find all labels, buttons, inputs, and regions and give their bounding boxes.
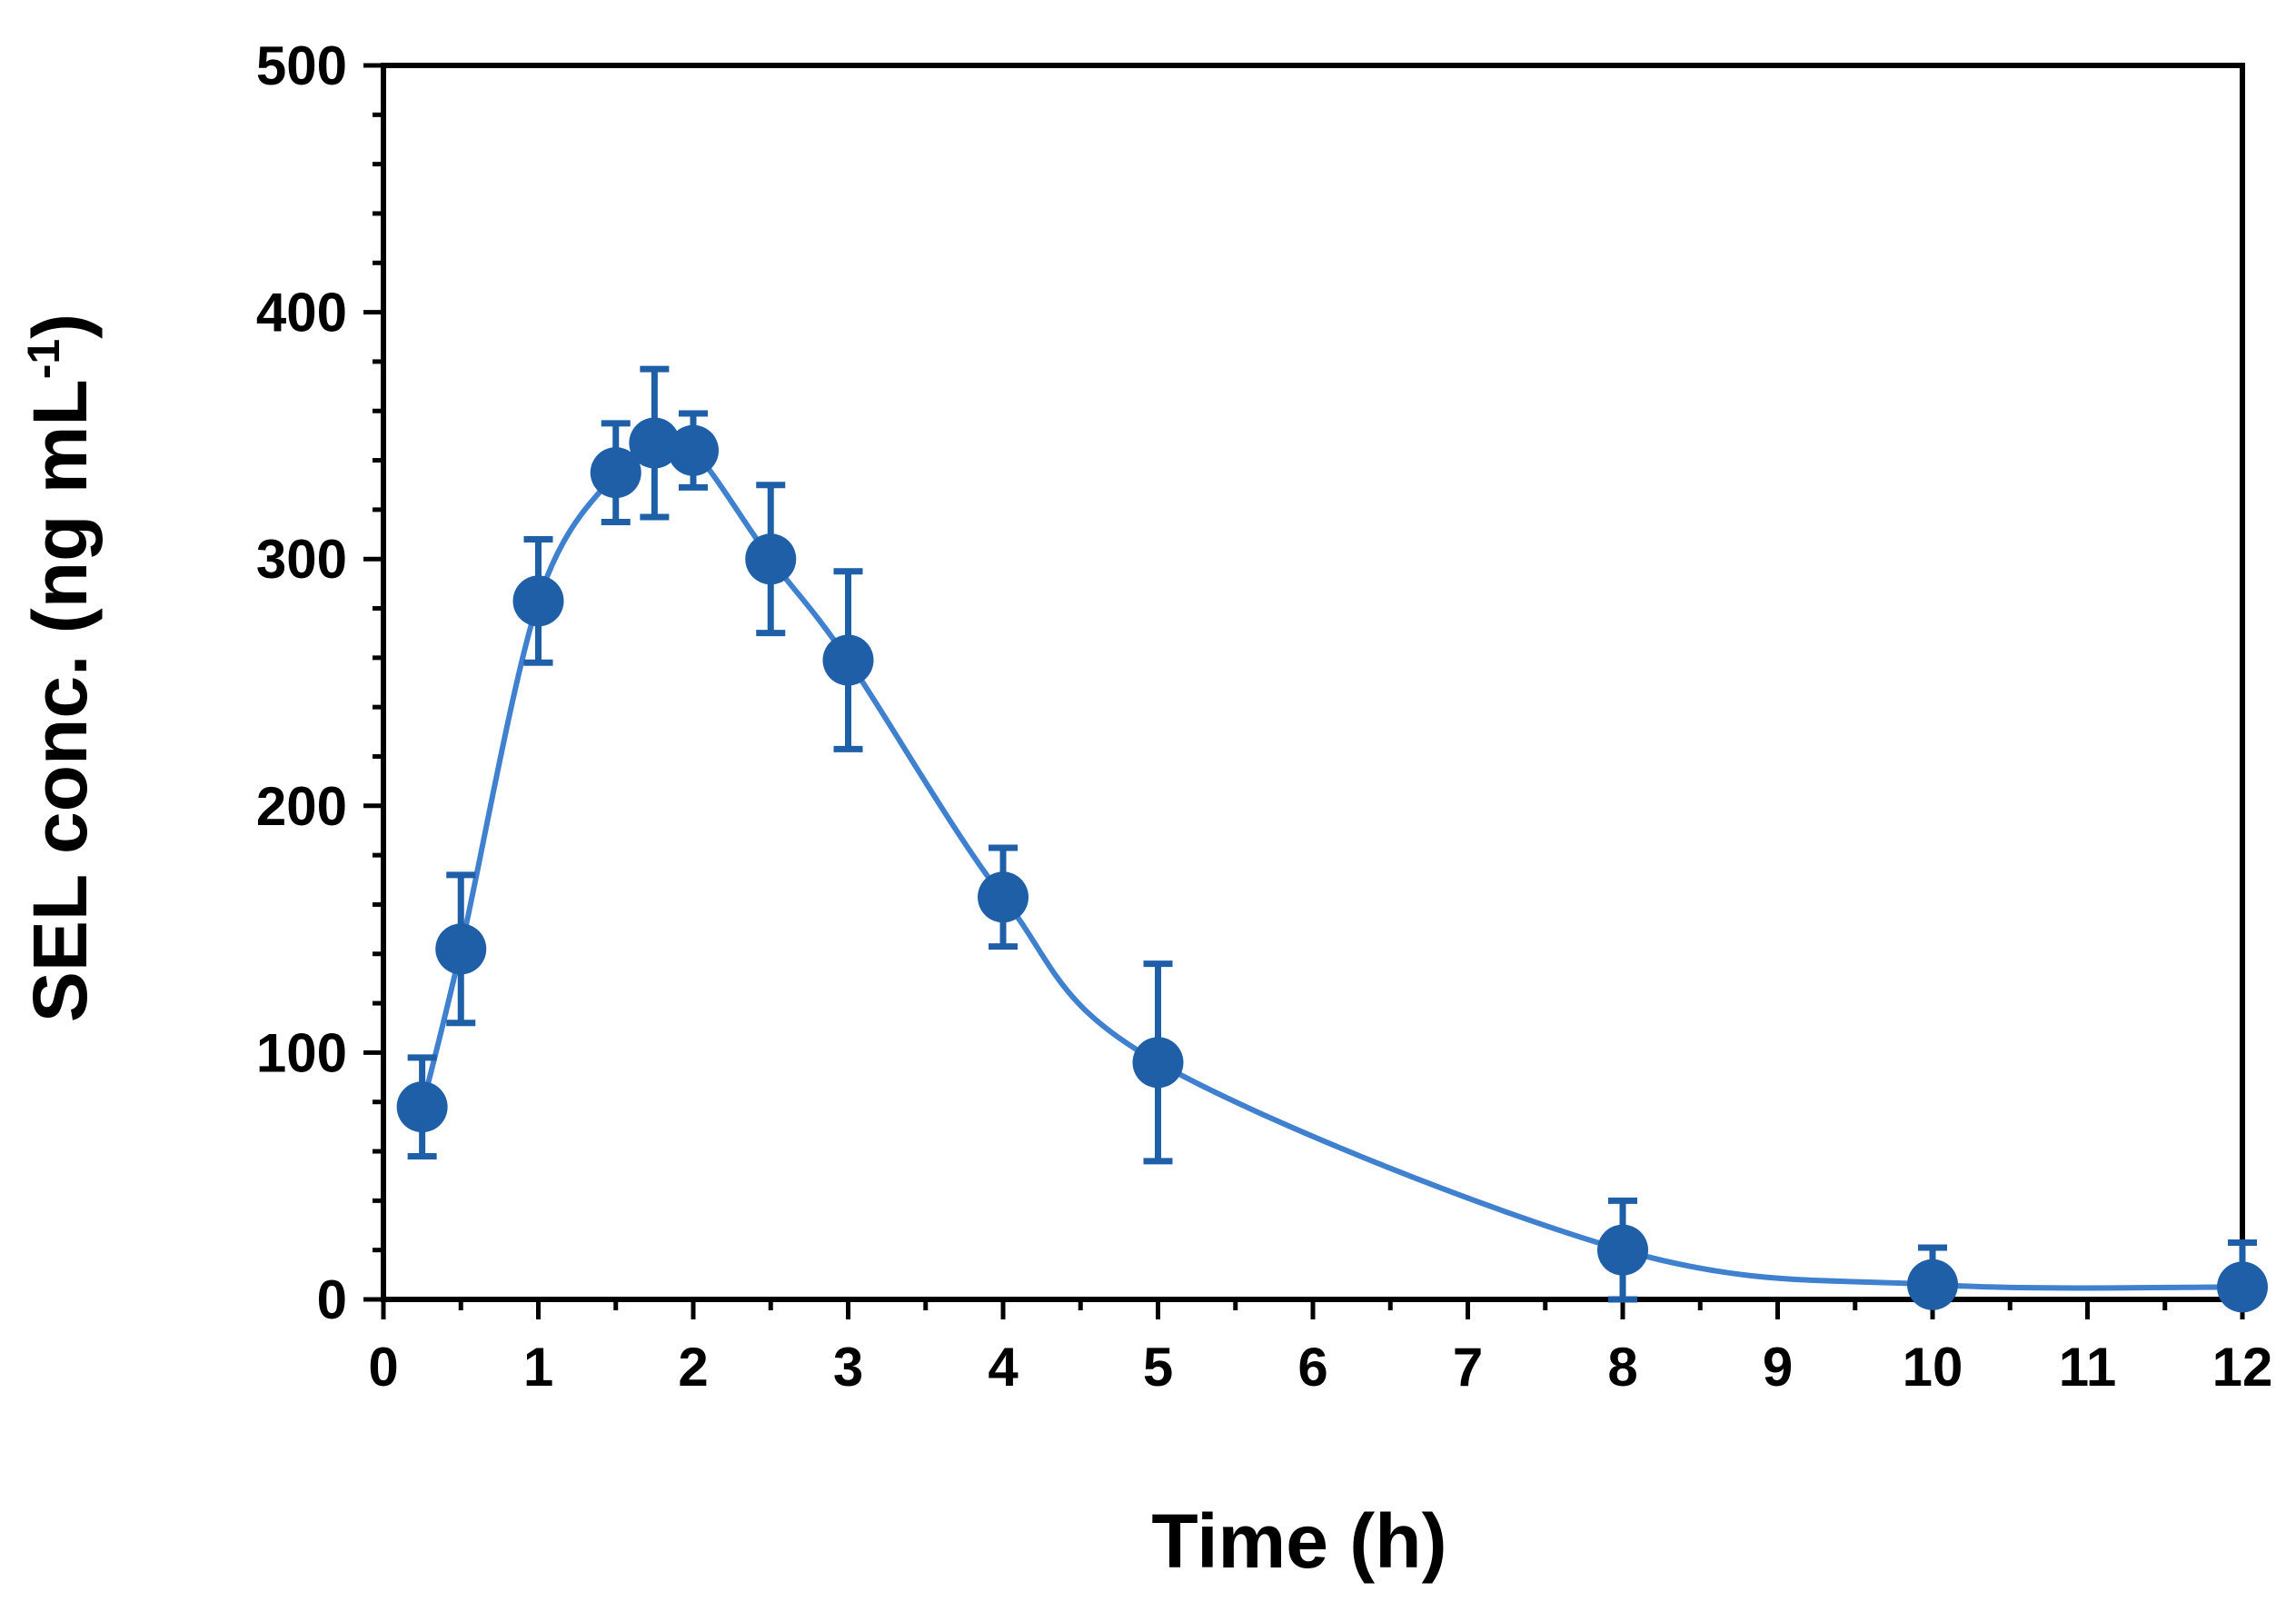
data-point bbox=[1597, 1224, 1648, 1276]
plot-frame bbox=[381, 63, 2245, 1302]
x-axis-title: Time (h) bbox=[1151, 1498, 1446, 1584]
x-tick-label: 0 bbox=[368, 1337, 398, 1398]
x-tick-label: 1 bbox=[523, 1337, 553, 1398]
data-point bbox=[435, 923, 487, 975]
data-point bbox=[396, 1081, 448, 1133]
fit-curve bbox=[419, 435, 2243, 1291]
data-point bbox=[2217, 1261, 2268, 1313]
y-tick-label: 200 bbox=[256, 776, 347, 837]
data-point bbox=[978, 871, 1029, 923]
x-tick-label: 12 bbox=[2212, 1337, 2273, 1398]
data-point bbox=[590, 447, 641, 499]
x-tick-label: 7 bbox=[1453, 1337, 1483, 1398]
x-tick-label: 8 bbox=[1607, 1337, 1637, 1398]
data-point bbox=[629, 417, 681, 469]
data-points bbox=[396, 417, 2268, 1313]
x-axis-ticks: 0 1 2 3 4 5 6 7 8 9 10 11 12 bbox=[368, 1299, 2272, 1398]
x-tick-label: 6 bbox=[1297, 1337, 1327, 1398]
y-tick-label: 300 bbox=[256, 529, 347, 590]
fit-curve-line bbox=[419, 435, 2243, 1291]
y-tick-label: 100 bbox=[256, 1022, 347, 1083]
y-tick-label: 0 bbox=[317, 1269, 347, 1330]
y-axis-title: SEL conc. (ng mL-1) bbox=[17, 313, 103, 1022]
x-tick-label: 4 bbox=[988, 1337, 1019, 1398]
x-tick-label: 11 bbox=[2059, 1337, 2116, 1398]
x-tick-label: 2 bbox=[678, 1337, 708, 1398]
y-axis-title-superscript: -1 bbox=[18, 339, 69, 379]
data-point bbox=[1907, 1259, 1958, 1310]
x-tick-label: 3 bbox=[833, 1337, 863, 1398]
data-point bbox=[1132, 1037, 1184, 1089]
data-point bbox=[822, 634, 874, 686]
x-tick-label: 5 bbox=[1143, 1337, 1173, 1398]
y-axis-title-close: ) bbox=[17, 313, 103, 339]
x-tick-label: 10 bbox=[1903, 1337, 1963, 1398]
data-point bbox=[668, 424, 719, 476]
axes bbox=[381, 63, 2245, 1302]
data-point bbox=[745, 533, 797, 585]
y-axis-title-main: SEL conc. (ng mL bbox=[17, 379, 103, 1022]
y-tick-label: 500 bbox=[256, 35, 347, 96]
error-bars bbox=[407, 365, 2257, 1303]
y-axis-ticks: 0 100 200 300 400 500 bbox=[256, 35, 383, 1330]
data-point bbox=[512, 575, 564, 627]
x-tick-label: 9 bbox=[1763, 1337, 1793, 1398]
y-tick-label: 400 bbox=[256, 283, 347, 343]
